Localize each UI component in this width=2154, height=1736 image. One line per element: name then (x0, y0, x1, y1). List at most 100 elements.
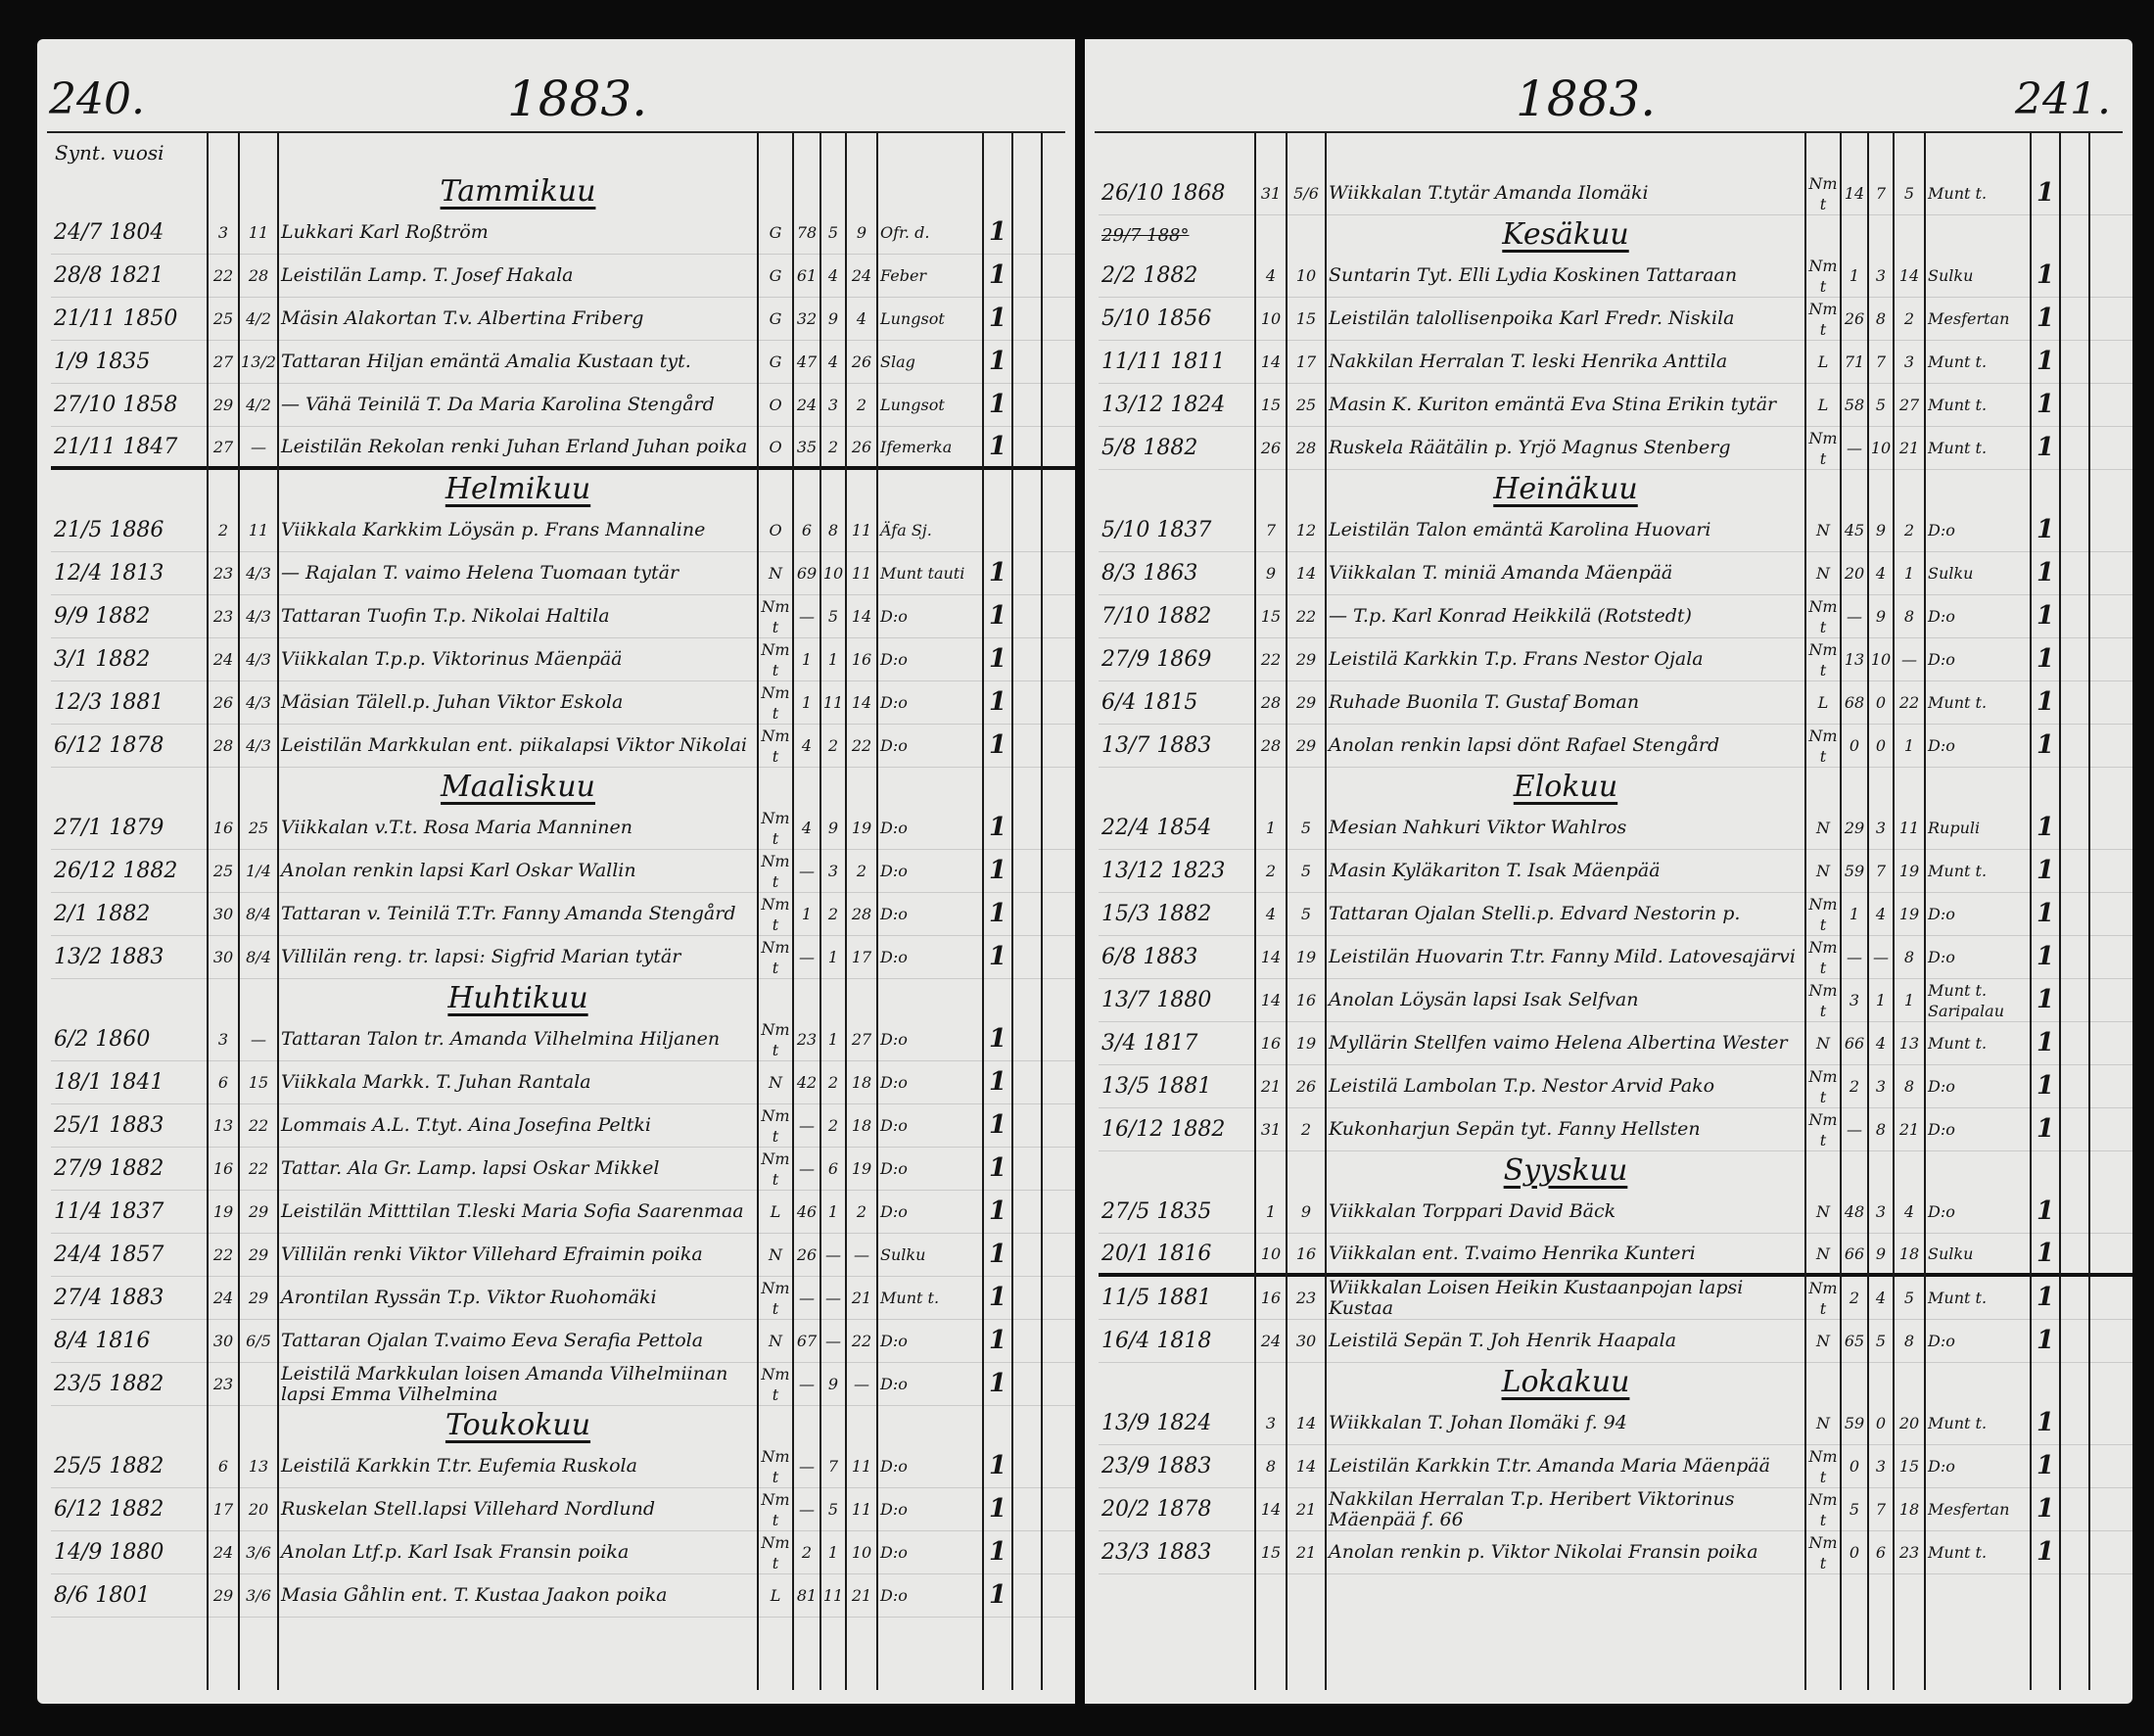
register-row: 6/2 1860 3 — Tattaran Talon tr. Amanda Vilh… (51, 1018, 1075, 1061)
cell-cause: D:o (1928, 650, 1955, 669)
month-heading-row: Elokuu (1099, 768, 2132, 807)
cell-birth: 18/1 1841 (54, 1070, 164, 1095)
cell-years: 1 (801, 650, 813, 669)
cell-months: 1 (827, 948, 839, 966)
cell-cause: D:o (880, 1586, 908, 1605)
cell-days: 4 (1903, 1202, 1915, 1221)
cell-days: 18 (1898, 1243, 1920, 1263)
cell-status: Nmt (761, 894, 790, 934)
cell-months: 1 (827, 1202, 839, 1221)
cell-birth: 2/2 1882 (1101, 263, 1198, 288)
cell-months: 5 (1875, 396, 1887, 414)
cell-birth: 7/10 1882 (1101, 604, 1212, 629)
cell-death: 7 (1265, 521, 1277, 540)
cell-burial: 29 (1295, 736, 1317, 755)
cell-years: 20 (1844, 564, 1865, 583)
cell-days: 18 (1898, 1500, 1920, 1519)
cell-years: 6 (801, 521, 813, 540)
cell-death: 14 (1260, 948, 1282, 966)
cell-birth: 13/7 1880 (1101, 988, 1212, 1012)
cell-entry: Mesian Nahkuri Viktor Wahlros (1329, 817, 1627, 838)
cell-years: 61 (796, 266, 818, 285)
register-row: 13/5 1881 21 26 Leistilä Lambolan T.p. Nest… (1099, 1065, 2132, 1108)
cell-entry: Masia Gåhlin ent. T. Kustaa Jaakon poika (281, 1584, 668, 1606)
cell-death: 15 (1260, 1543, 1282, 1562)
cell-cause: Munt t. (1928, 1543, 1988, 1562)
cell-entry: Viikkalan T.p.p. Viktorinus Mäenpää (281, 648, 623, 670)
cell-cause: Sulku (1928, 564, 1974, 583)
cell-death: 23 (212, 564, 234, 583)
cell-years: 0 (1849, 1543, 1860, 1562)
cell-days: 22 (851, 1332, 872, 1350)
register-entries: Tammikuu 24/7 1804 3 11 Lukkari Karl Roßtröm… (37, 172, 1075, 1618)
cell-months: 2 (827, 1116, 839, 1135)
cell-burial: 23 (1295, 1289, 1317, 1307)
cell-death: 6 (217, 1073, 229, 1092)
cell-entry: Masin K. Kuriton emäntä Eva Stina Erikin… (1329, 394, 1777, 415)
cell-cause: D:o (880, 650, 908, 669)
cell-months: 9 (1875, 521, 1887, 540)
cell-birth: 11/4 1837 (54, 1199, 164, 1224)
cell-days: 17 (851, 948, 872, 966)
cell-death: 4 (1265, 905, 1277, 923)
cell-months: 1 (827, 650, 839, 669)
cell-status: Nmt (1808, 173, 1838, 213)
cell-entry: Leistilän Lamp. T. Josef Hakala (281, 264, 574, 286)
cell-days: — (1901, 650, 1917, 669)
cell-birth: 21/5 1886 (54, 518, 164, 542)
cell-burial: 22 (248, 1159, 269, 1178)
cell-years: 78 (796, 223, 818, 242)
cell-count: 1 (988, 813, 1007, 842)
column-rule (2088, 133, 2090, 1690)
cell-status: N (769, 1332, 782, 1350)
cell-count: 1 (988, 1067, 1007, 1097)
cell-death: 1 (1265, 819, 1277, 837)
cell-death: 16 (212, 819, 234, 837)
cell-years: 4 (801, 736, 813, 755)
cell-days: 11 (851, 521, 872, 540)
cell-months: 2 (827, 736, 839, 755)
cell-burial: 14 (1295, 1414, 1317, 1432)
cell-years: 69 (796, 564, 818, 583)
cell-count: 1 (2036, 730, 2055, 760)
cell-death: 16 (1260, 1289, 1282, 1307)
cell-burial: 13 (248, 1457, 269, 1476)
cell-cause: Mesfertan (1928, 1500, 2010, 1519)
cell-entry: Leistilän Karkkin T.tr. Amanda Maria Mäe… (1329, 1455, 1770, 1477)
register-row: 20/1 1816 10 16 Viikkalan ent. T.vaimo Henr… (1099, 1234, 2132, 1277)
cell-death: 25 (212, 862, 234, 880)
cell-death: 17 (212, 1500, 234, 1519)
column-rule (238, 133, 240, 1690)
cell-entry: Ruhade Buonila T. Gustaf Boman (1329, 691, 1640, 713)
cell-months: 7 (827, 1457, 839, 1476)
cell-burial: 6/5 (246, 1332, 271, 1350)
cell-birth: 2/1 1882 (54, 902, 151, 926)
cell-death: 24 (1260, 1332, 1282, 1350)
cell-burial: 13/2 (241, 352, 276, 371)
cell-death: 31 (1260, 184, 1282, 203)
cell-status: Nmt (761, 808, 790, 848)
cell-burial: 4/3 (246, 607, 271, 626)
cell-count: 1 (2036, 1196, 2055, 1226)
cell-death: 14 (1260, 1500, 1282, 1519)
cell-entry: — Rajalan T. vaimo Helena Tuomaan tytär (281, 562, 679, 584)
cell-years: 71 (1844, 352, 1865, 371)
cell-death: 9 (1265, 564, 1277, 583)
cell-days: 21 (1898, 439, 1920, 457)
cell-days: 21 (1898, 1120, 1920, 1139)
month-heading-row: Lokakuu (1099, 1363, 2132, 1402)
cell-birth: 8/6 1801 (54, 1583, 151, 1608)
column-rule (1286, 133, 1288, 1690)
cell-count: 1 (2036, 899, 2055, 928)
cell-cause: Munt t. (880, 1289, 940, 1307)
cell-cause: D:o (1928, 1120, 1955, 1139)
month-heading-row: Heinäkuu (1099, 470, 2132, 509)
cell-status: Nmt (1808, 428, 1838, 468)
cell-days: 11 (851, 1500, 872, 1519)
cell-years: 48 (1844, 1202, 1865, 1221)
cell-birth: 6/12 1882 (54, 1497, 164, 1522)
cell-status: Nmt (1808, 1109, 1838, 1150)
cell-days: 19 (1898, 905, 1920, 923)
cell-burial: 29 (248, 1289, 269, 1307)
cell-days: 8 (1903, 607, 1915, 626)
